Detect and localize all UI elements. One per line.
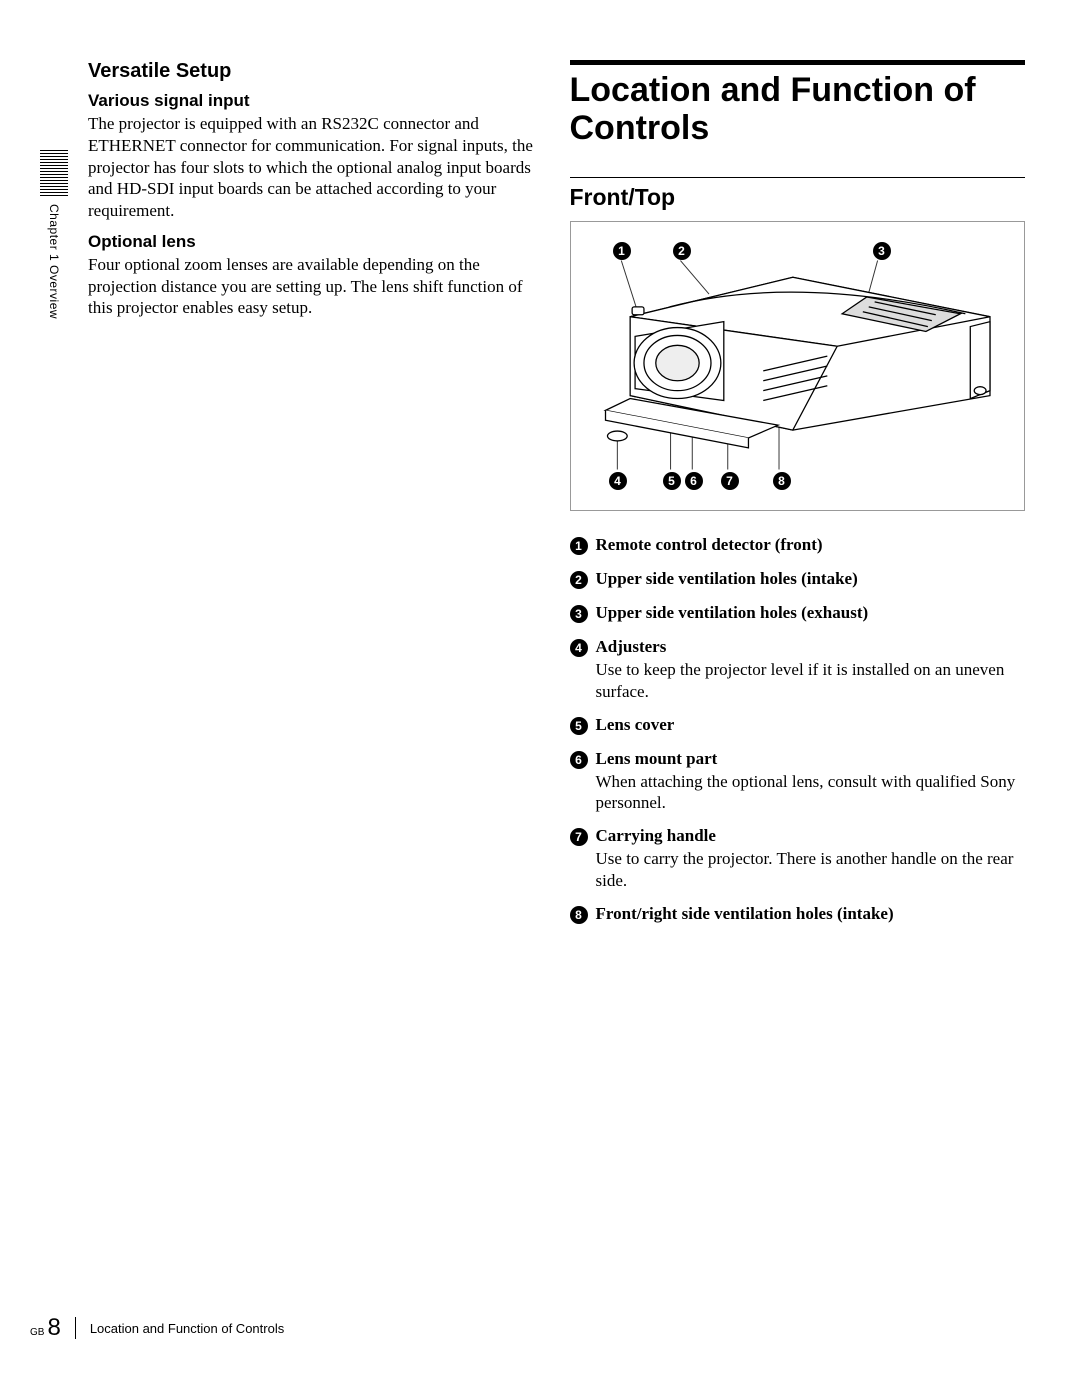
item-badge: 5 (570, 717, 588, 735)
item-title: Remote control detector (front) (596, 535, 823, 555)
page: Chapter 1 Overview Versatile Setup Vario… (0, 0, 1080, 1280)
callout-6: 6 (685, 472, 703, 490)
page-footer: GB 8 Location and Function of Controls (30, 1314, 1035, 1342)
callout-4: 4 (609, 472, 627, 490)
item-7: 7 Carrying handle (570, 826, 1026, 846)
item-body: Use to keep the projector level if it is… (596, 659, 1026, 703)
item-badge: 3 (570, 605, 588, 623)
footer-title: Location and Function of Controls (90, 1321, 284, 1336)
item-title: Adjusters (596, 637, 667, 657)
item-body: When attaching the optional lens, consul… (596, 771, 1026, 815)
item-title: Upper side ventilation holes (intake) (596, 569, 858, 589)
item-badge: 1 (570, 537, 588, 555)
item-badge: 2 (570, 571, 588, 589)
item-3: 3 Upper side ventilation holes (exhaust) (570, 603, 1026, 623)
footer-page-number: 8 (47, 1314, 60, 1342)
footer-divider (75, 1317, 76, 1339)
item-8: 8 Front/right side ventilation holes (in… (570, 904, 1026, 924)
callout-2: 2 (673, 242, 691, 260)
side-tab: Chapter 1 Overview (30, 60, 78, 1280)
side-tab-hatch (40, 150, 68, 198)
body-lens: Four optional zoom lenses are available … (88, 254, 544, 319)
item-badge: 8 (570, 906, 588, 924)
left-column: Versatile Setup Various signal input The… (78, 60, 564, 1280)
item-2: 2 Upper side ventilation holes (intake) (570, 569, 1026, 589)
section-rule (570, 177, 1026, 178)
side-tab-label: Chapter 1 Overview (47, 204, 61, 319)
chapter-title: Location and Function of Controls (570, 71, 1026, 147)
item-1: 1 Remote control detector (front) (570, 535, 1026, 555)
item-badge: 4 (570, 639, 588, 657)
item-title: Upper side ventilation holes (exhaust) (596, 603, 869, 623)
item-5: 5 Lens cover (570, 715, 1026, 735)
subheading-lens: Optional lens (88, 232, 544, 252)
callout-8: 8 (773, 472, 791, 490)
callout-5: 5 (663, 472, 681, 490)
callout-7: 7 (721, 472, 739, 490)
subheading-signal: Various signal input (88, 91, 544, 111)
item-title: Lens cover (596, 715, 675, 735)
item-title: Lens mount part (596, 749, 718, 769)
callout-1: 1 (613, 242, 631, 260)
item-title: Carrying handle (596, 826, 716, 846)
projector-illustration (571, 222, 1025, 510)
projector-figure: 1 2 3 4 5 6 7 8 (570, 221, 1026, 511)
callout-3: 3 (873, 242, 891, 260)
item-title: Front/right side ventilation holes (inta… (596, 904, 894, 924)
right-column: Location and Function of Controls Front/… (564, 60, 1036, 1280)
section-heading: Versatile Setup (88, 60, 544, 83)
item-4: 4 Adjusters (570, 637, 1026, 657)
item-badge: 6 (570, 751, 588, 769)
item-badge: 7 (570, 828, 588, 846)
item-body: Use to carry the projector. There is ano… (596, 848, 1026, 892)
chapter-rule (570, 60, 1026, 65)
footer-lang: GB (30, 1327, 44, 1338)
body-signal: The projector is equipped with an RS232C… (88, 113, 544, 222)
front-top-heading: Front/Top (570, 184, 1026, 211)
item-6: 6 Lens mount part (570, 749, 1026, 769)
